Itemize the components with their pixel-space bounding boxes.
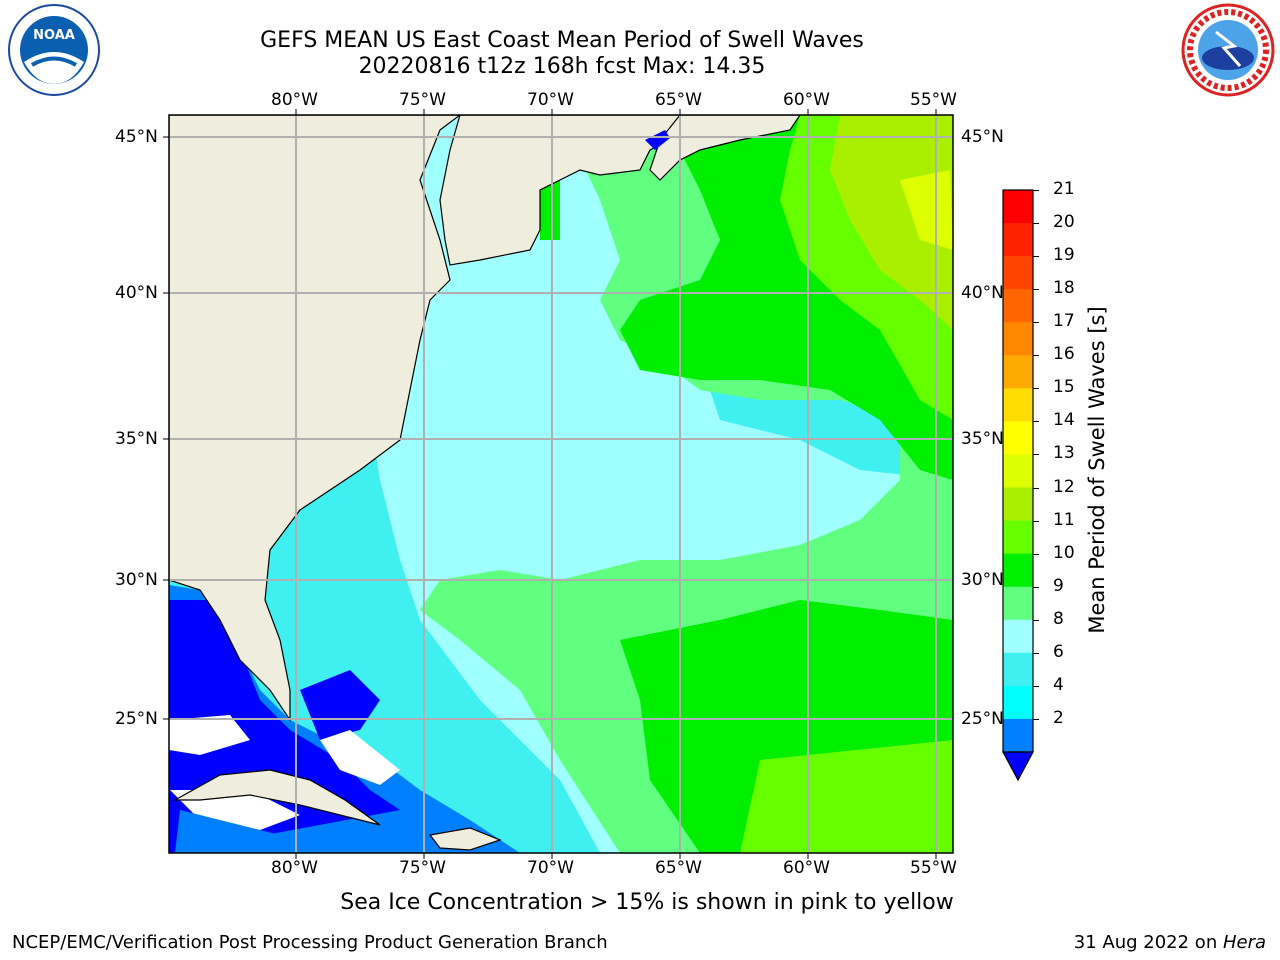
colorbar-tick-mark bbox=[1033, 256, 1039, 258]
colorbar-tick-label: 20 bbox=[1053, 212, 1075, 233]
lon-label-top: 65°W bbox=[655, 90, 702, 110]
nws-logo bbox=[1181, 3, 1275, 97]
colorbar-tick-label: 6 bbox=[1053, 641, 1064, 662]
colorbar-segment bbox=[1003, 256, 1033, 290]
colorbar-segment bbox=[1003, 421, 1033, 455]
lat-label-left: 35°N bbox=[115, 429, 158, 449]
lon-label-bottom: 65°W bbox=[655, 858, 702, 878]
lon-label-top: 55°W bbox=[910, 90, 957, 110]
colorbar-tick-label: 14 bbox=[1053, 410, 1075, 431]
colorbar-tick-mark bbox=[1033, 520, 1039, 522]
colorbar-tick-label: 21 bbox=[1053, 179, 1075, 199]
us-land bbox=[169, 115, 461, 722]
colorbar-tick-mark bbox=[1033, 322, 1039, 324]
colorbar-tick-mark bbox=[1033, 553, 1039, 555]
lon-label-bottom: 75°W bbox=[399, 858, 446, 878]
lon-label-bottom: 60°W bbox=[783, 858, 830, 878]
noaa-logo: NOAA bbox=[8, 4, 100, 96]
colorbar-tick-label: 12 bbox=[1053, 476, 1075, 497]
map-field bbox=[169, 115, 953, 853]
lon-label-top: 70°W bbox=[527, 90, 574, 110]
footer-date-text: 31 Aug 2022 on bbox=[1073, 932, 1223, 953]
colorbar-extend-triangle bbox=[1001, 751, 1035, 782]
lat-label-right: 45°N bbox=[961, 127, 1004, 147]
colorbar-tick-mark bbox=[1033, 454, 1039, 456]
colorbar-segment bbox=[1003, 619, 1033, 654]
colorbar-label: Mean Period of Swell Waves [s] bbox=[1085, 306, 1109, 634]
lat-label-right: 30°N bbox=[961, 570, 1004, 590]
colorbar-segment bbox=[1003, 355, 1033, 389]
colorbar-segment bbox=[1003, 685, 1033, 720]
graticule bbox=[169, 115, 953, 853]
colorbar-tick-label: 11 bbox=[1053, 509, 1075, 530]
colorbar-tick-mark bbox=[1033, 190, 1039, 191]
colorbar-segment bbox=[1003, 322, 1033, 356]
colorbar-tick-label: 8 bbox=[1053, 608, 1064, 629]
cuba-land bbox=[172, 769, 381, 826]
lat-label-left: 40°N bbox=[115, 283, 158, 303]
colorbar-tick-label: 4 bbox=[1053, 674, 1064, 695]
colorbar-segment bbox=[1003, 553, 1033, 588]
lat-label-left: 45°N bbox=[115, 127, 158, 147]
lon-label-top: 75°W bbox=[399, 90, 446, 110]
colorbar-tick-mark bbox=[1033, 355, 1039, 357]
colorbar-tick-mark bbox=[1033, 223, 1039, 225]
colorbar-frame bbox=[1002, 189, 1034, 753]
footer-machine: Hera bbox=[1222, 932, 1266, 953]
noaa-logo-text: NOAA bbox=[33, 28, 75, 43]
colorbar-tick-mark bbox=[1033, 388, 1039, 390]
colorbar-segment bbox=[1003, 718, 1033, 753]
colorbar-tick-mark bbox=[1033, 619, 1039, 621]
lon-label-bottom: 80°W bbox=[271, 858, 318, 878]
lon-label-bottom: 55°W bbox=[910, 858, 957, 878]
lon-label-bottom: 70°W bbox=[527, 858, 574, 878]
hispaniola-land bbox=[428, 827, 502, 851]
colorbar-tick-label: 19 bbox=[1053, 245, 1075, 266]
colorbar-tick-label: 17 bbox=[1053, 311, 1075, 332]
colorbar-segment bbox=[1003, 487, 1033, 522]
lat-label-right: 35°N bbox=[961, 429, 1004, 449]
colorbar-tick-mark bbox=[1033, 421, 1039, 423]
colorbar-segment bbox=[1003, 520, 1033, 555]
colorbar-segment bbox=[1003, 289, 1033, 323]
plot-subtitle: 20220816 t12z 168h fcst Max: 14.35 bbox=[358, 54, 766, 79]
colorbar-tick-label: 16 bbox=[1053, 344, 1075, 365]
colorbar-tick-label: 9 bbox=[1053, 575, 1064, 596]
colorbar-tick-label: 2 bbox=[1053, 707, 1064, 728]
colorbar-segment bbox=[1003, 652, 1033, 687]
lat-label-right: 40°N bbox=[961, 283, 1004, 303]
colorbar-tick-label: 10 bbox=[1053, 542, 1075, 563]
lon-label-top: 60°W bbox=[783, 90, 830, 110]
colorbar bbox=[1001, 189, 1035, 782]
colorbar-segment bbox=[1003, 190, 1033, 224]
lat-label-left: 25°N bbox=[115, 709, 158, 729]
colorbar-tick-mark bbox=[1033, 487, 1039, 489]
colorbar-segment bbox=[1003, 388, 1033, 422]
colorbar-segment bbox=[1003, 586, 1033, 621]
lon-label-top: 80°W bbox=[271, 90, 318, 110]
colorbar-segments bbox=[1003, 190, 1033, 753]
colorbar-tick-mark bbox=[1033, 718, 1039, 720]
plot-title: GEFS MEAN US East Coast Mean Period of S… bbox=[260, 28, 864, 53]
colorbar-tick-label: 15 bbox=[1053, 377, 1075, 398]
footer-organization: NCEP/EMC/Verification Post Processing Pr… bbox=[12, 932, 608, 953]
nova-scotia-land bbox=[649, 115, 801, 181]
colorbar-segment bbox=[1003, 223, 1033, 257]
footer-date: 31 Aug 2022 on Hera bbox=[1074, 932, 1266, 953]
colorbar-tick-mark bbox=[1033, 586, 1039, 588]
map-frame bbox=[168, 114, 954, 854]
sea-ice-caption: Sea Ice Concentration > 15% is shown in … bbox=[340, 890, 954, 915]
colorbar-segment bbox=[1003, 454, 1033, 489]
colorbar-tick-mark bbox=[1033, 652, 1039, 654]
lat-label-right: 25°N bbox=[961, 709, 1004, 729]
colorbar-tick-label: 13 bbox=[1053, 443, 1075, 464]
lat-label-left: 30°N bbox=[115, 570, 158, 590]
colorbar-tick-label: 18 bbox=[1053, 278, 1075, 299]
colorbar-tick-mark bbox=[1033, 685, 1039, 687]
colorbar-tick-mark bbox=[1033, 289, 1039, 291]
